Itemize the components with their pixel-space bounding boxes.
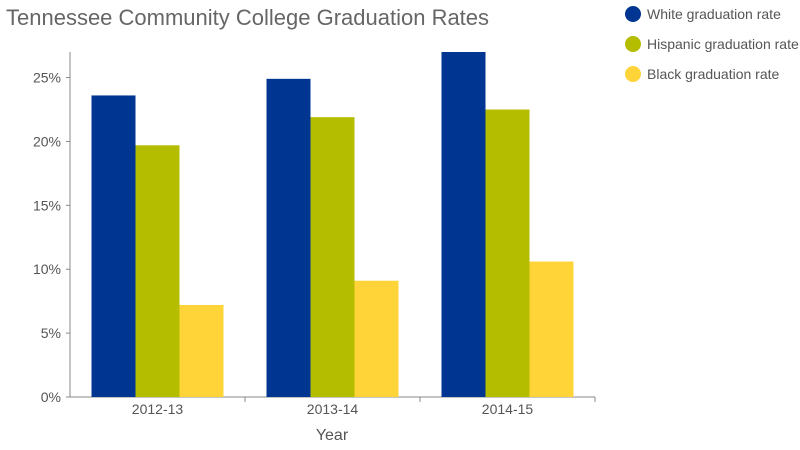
x-tick-label: 2013-14 <box>307 401 359 417</box>
y-tick-label: 10% <box>33 261 61 277</box>
legend-label: White graduation rate <box>647 6 781 22</box>
legend-marker <box>625 36 641 52</box>
legend-marker <box>625 66 641 82</box>
y-tick-label: 15% <box>33 197 61 213</box>
y-tick-label: 0% <box>41 389 61 405</box>
bar <box>266 78 311 397</box>
legend-label: Black graduation rate <box>647 66 780 82</box>
x-axis-title: Year <box>316 427 349 444</box>
bar <box>485 109 530 397</box>
bar <box>441 52 486 397</box>
bar <box>354 280 399 397</box>
x-tick-label: 2012-13 <box>132 401 184 417</box>
y-tick-label: 25% <box>33 70 61 86</box>
x-tick-label: 2014-15 <box>482 401 534 417</box>
legend-marker <box>625 6 641 22</box>
bar <box>529 261 574 397</box>
legend-label: Hispanic graduation rate <box>647 36 799 52</box>
bar <box>179 305 224 397</box>
y-tick-label: 20% <box>33 133 61 149</box>
bar <box>310 117 355 398</box>
bar <box>135 145 180 397</box>
bar <box>91 95 136 397</box>
chart-title: Tennessee Community College Graduation R… <box>6 5 490 30</box>
y-tick-label: 5% <box>41 325 61 341</box>
